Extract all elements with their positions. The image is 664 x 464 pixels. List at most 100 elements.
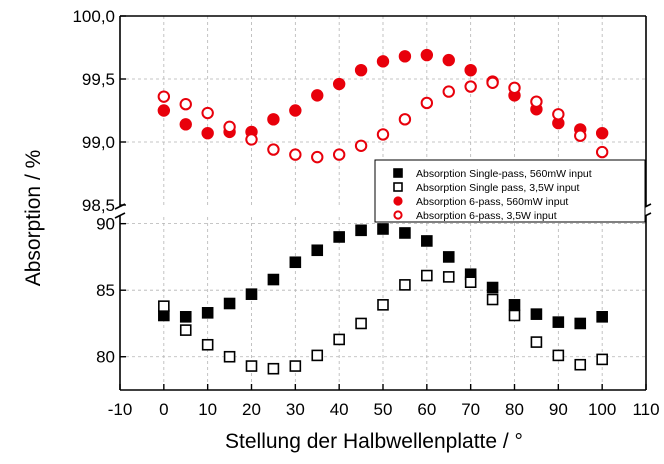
data-point bbox=[245, 133, 258, 146]
data-point bbox=[245, 360, 258, 372]
data-point bbox=[421, 269, 433, 282]
data-point bbox=[332, 77, 346, 91]
data-point bbox=[595, 145, 609, 159]
y-tick-label: 99,0 bbox=[82, 133, 115, 152]
data-point bbox=[552, 108, 565, 121]
data-point bbox=[223, 297, 236, 310]
data-point bbox=[267, 362, 280, 375]
data-point bbox=[377, 299, 389, 311]
data-point bbox=[486, 76, 499, 89]
x-tick-label: 90 bbox=[549, 400, 568, 419]
x-tick-label: 20 bbox=[242, 400, 261, 419]
data-point bbox=[157, 90, 171, 103]
data-point bbox=[574, 129, 587, 142]
data-point bbox=[420, 48, 434, 62]
data-point bbox=[355, 224, 367, 237]
data-point bbox=[158, 300, 170, 312]
data-point bbox=[508, 309, 521, 322]
data-point bbox=[596, 353, 608, 366]
x-tick-label: 0 bbox=[159, 400, 168, 419]
data-point bbox=[399, 279, 411, 291]
legend-box bbox=[374, 159, 646, 223]
y-tick-label: 99,5 bbox=[82, 70, 115, 89]
data-point bbox=[201, 106, 214, 120]
data-point bbox=[223, 350, 236, 363]
data-point bbox=[552, 349, 565, 362]
data-point bbox=[399, 227, 411, 239]
data-point bbox=[201, 338, 214, 351]
data-point bbox=[355, 317, 367, 330]
data-point bbox=[442, 85, 455, 98]
x-tick-label: 10 bbox=[198, 400, 217, 419]
x-tick-label: 50 bbox=[374, 400, 393, 419]
data-point bbox=[201, 126, 214, 140]
x-tick-label: 70 bbox=[461, 400, 480, 419]
legend-label: Absorption 6-pass, 560mW input bbox=[416, 196, 568, 208]
data-point bbox=[442, 271, 455, 283]
data-point bbox=[289, 148, 302, 161]
data-point bbox=[311, 349, 324, 362]
data-point bbox=[398, 113, 412, 126]
data-point bbox=[201, 307, 214, 319]
data-point bbox=[464, 63, 477, 77]
data-point bbox=[179, 98, 192, 111]
data-point bbox=[596, 311, 608, 323]
series-1 bbox=[158, 223, 608, 330]
axis-break-mark bbox=[114, 212, 126, 219]
data-point bbox=[333, 333, 345, 346]
data-point bbox=[311, 89, 324, 102]
data-point bbox=[530, 308, 543, 320]
x-tick-label: 110 bbox=[632, 400, 659, 419]
data-point bbox=[393, 210, 403, 220]
data-point bbox=[508, 81, 521, 95]
data-point bbox=[464, 276, 477, 289]
data-point bbox=[311, 244, 324, 257]
data-point bbox=[333, 231, 345, 243]
data-point bbox=[179, 324, 192, 336]
data-point bbox=[421, 235, 433, 247]
data-point bbox=[393, 196, 403, 206]
data-point bbox=[245, 288, 258, 300]
data-point bbox=[393, 182, 403, 192]
legend-label: Absorption Single-pass, 560mW input bbox=[416, 168, 592, 180]
x-tick-label: 30 bbox=[286, 400, 305, 419]
data-point bbox=[442, 251, 455, 263]
data-point bbox=[289, 360, 302, 372]
data-point bbox=[377, 223, 389, 235]
x-tick-label: 40 bbox=[330, 400, 349, 419]
y-tick-label: 80 bbox=[96, 348, 115, 367]
x-tick-label: 60 bbox=[417, 400, 436, 419]
data-point bbox=[157, 104, 171, 117]
data-point bbox=[442, 53, 455, 67]
data-point bbox=[223, 120, 236, 134]
y-tick-label: 98,5 bbox=[82, 196, 115, 215]
y-tick-label: 100,0 bbox=[72, 7, 115, 26]
series-2 bbox=[158, 269, 608, 375]
data-point bbox=[530, 336, 543, 348]
data-point bbox=[508, 299, 521, 311]
legend-label: Absorption Single pass, 3,5W input bbox=[416, 182, 580, 194]
data-point bbox=[158, 309, 170, 322]
data-point bbox=[354, 63, 368, 77]
data-point bbox=[464, 80, 477, 93]
data-point bbox=[486, 293, 499, 306]
data-point bbox=[393, 168, 403, 178]
x-tick-label: 80 bbox=[505, 400, 524, 419]
data-series bbox=[157, 48, 609, 375]
data-point bbox=[376, 55, 390, 68]
data-point bbox=[574, 317, 587, 330]
data-point bbox=[267, 273, 280, 286]
x-tick-label: 100 bbox=[588, 400, 616, 419]
data-point bbox=[574, 358, 587, 371]
data-point bbox=[376, 128, 390, 141]
data-point bbox=[267, 143, 280, 156]
data-point bbox=[289, 104, 302, 117]
data-point bbox=[552, 316, 565, 328]
x-axis-title: Stellung der Halbwellenplatte / ° bbox=[225, 430, 523, 453]
y-tick-label: 90 bbox=[96, 215, 115, 234]
axis-ticks: -10 0 10 20 30 40 50 60 70 80 90 100 110 98,5 99,0 99,5… bbox=[72, 7, 659, 419]
legend-label: Absorption 6-pass, 3,5W input bbox=[416, 210, 557, 222]
y-tick-label: 85 bbox=[96, 281, 115, 300]
data-point bbox=[332, 148, 346, 161]
